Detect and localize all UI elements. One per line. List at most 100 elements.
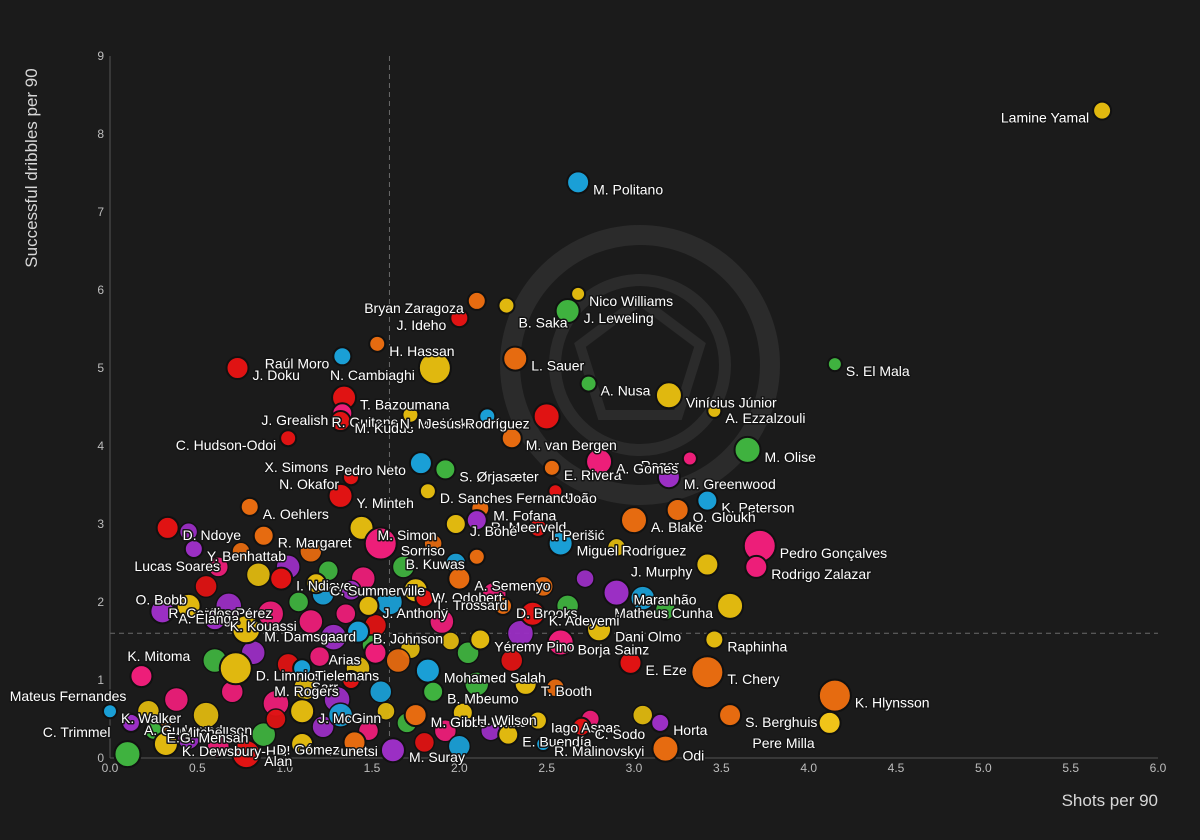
- player-label: K. Walker: [121, 710, 181, 726]
- player-label: Tielemans: [315, 667, 379, 683]
- player-label: E.G. Mensah: [167, 730, 249, 746]
- player-label: M. Olise: [765, 449, 817, 465]
- player-point: [434, 458, 457, 481]
- player-point: [363, 640, 388, 665]
- player-point: [513, 671, 538, 696]
- player-point: [546, 628, 575, 657]
- player-label: T. Booth: [541, 683, 592, 699]
- player-label: J. Bohé: [470, 523, 518, 539]
- player-point: [319, 623, 348, 651]
- player-point: [120, 712, 141, 733]
- player-label: M. Kudus: [355, 420, 414, 436]
- player-label: M. Politano: [593, 181, 663, 197]
- player-label: J. Grealish: [261, 412, 328, 428]
- player-point: [245, 561, 272, 588]
- player-point: [602, 578, 631, 607]
- player-label: Mateus Fernandes: [10, 688, 127, 704]
- player-point: [342, 468, 361, 487]
- player-point: [292, 658, 313, 679]
- player-point: [287, 591, 310, 613]
- player-point: [817, 678, 852, 713]
- x-tick-label: 3.0: [626, 761, 643, 775]
- player-label: I. Munetsi: [317, 743, 378, 759]
- y-tick-label: 8: [97, 127, 104, 141]
- player-point: [183, 538, 204, 559]
- player-point: [478, 407, 497, 426]
- player-point: [152, 730, 179, 757]
- player-label: K. Kouassi: [230, 618, 297, 634]
- player-point: [363, 526, 398, 561]
- player-point: [192, 701, 220, 729]
- player-label: E. Rivera: [564, 467, 622, 483]
- player-label: S. El Mala: [846, 363, 910, 379]
- player-label: W. Odobert: [432, 589, 503, 605]
- player-label: L. Trossard: [437, 597, 507, 613]
- player-point: [401, 405, 420, 424]
- player-label: D. Brooks: [516, 605, 577, 621]
- player-label: C. Hudson-Odoi: [176, 437, 276, 453]
- player-point: [654, 599, 677, 621]
- player-label: O. Bobb: [135, 592, 187, 608]
- x-tick-label: 0.0: [102, 761, 119, 775]
- player-point: [500, 427, 523, 450]
- player-label: M. van Bergen: [526, 437, 617, 453]
- player-label: A. Blake: [651, 519, 703, 535]
- player-point: [429, 608, 455, 635]
- player-point: [527, 517, 548, 538]
- player-label: E. Buendía: [522, 734, 591, 750]
- player-point: [357, 594, 380, 617]
- player-label: R. Guitane: [331, 414, 398, 430]
- y-tick-label: 9: [97, 49, 104, 63]
- player-label: Sarr: [312, 679, 339, 695]
- player-point: [547, 483, 564, 500]
- player-label: Alan: [264, 753, 292, 769]
- labeled-points: [102, 100, 1113, 770]
- player-point: [327, 702, 354, 728]
- player-label: Y. Benhattab: [207, 548, 286, 564]
- player-label: R. Malinovskyi: [554, 743, 644, 759]
- player-point: [298, 608, 324, 635]
- player-label: Arias: [329, 652, 361, 668]
- player-point: [497, 723, 520, 746]
- player-point: [502, 345, 529, 372]
- player-label: K. Mitoma: [127, 648, 190, 664]
- player-point: [413, 731, 436, 754]
- player-point: [299, 539, 323, 564]
- player-label: D. Limnios: [256, 667, 322, 683]
- player-point: [618, 650, 643, 675]
- player-point: [239, 496, 260, 517]
- player-label: Jesús Rodríguez: [425, 415, 530, 431]
- player-point: [335, 602, 357, 625]
- player-label: J. Doku: [253, 367, 300, 383]
- player-point: [346, 619, 371, 644]
- player-point: [585, 447, 614, 476]
- x-tick-label: 2.0: [451, 761, 468, 775]
- player-point: [289, 698, 316, 725]
- player-point: [535, 735, 552, 752]
- player-label: B. Johnson: [373, 631, 443, 647]
- player-point: [620, 506, 648, 535]
- y-axis-title: Successful dribbles per 90: [22, 68, 41, 267]
- y-tick-label: 4: [97, 439, 104, 453]
- player-point: [218, 651, 253, 686]
- player-label: H. Hassan: [389, 343, 454, 359]
- player-label: Rodrigo Zalazar: [771, 566, 871, 582]
- player-point: [586, 616, 613, 643]
- x-tick-label: 5.0: [975, 761, 992, 775]
- player-label: Pere Milla: [752, 735, 814, 751]
- x-tick-label: 2.5: [538, 761, 555, 775]
- player-label: A. Gudmundsson: [144, 722, 252, 738]
- player-point: [555, 594, 580, 618]
- player-label: A. Oehlers: [263, 506, 329, 522]
- player-point: [340, 579, 362, 602]
- player-point: [225, 356, 250, 380]
- player-point: [163, 686, 190, 713]
- player-label: I. Ndiaye: [296, 578, 351, 594]
- player-label: Raphinha: [727, 638, 787, 654]
- player-point: [440, 631, 461, 651]
- player-point: [744, 554, 769, 579]
- player-label: Kike Pérez: [205, 605, 273, 621]
- player-label: J. Anthony: [383, 605, 448, 621]
- player-label: Lamine Yamal: [1001, 110, 1089, 126]
